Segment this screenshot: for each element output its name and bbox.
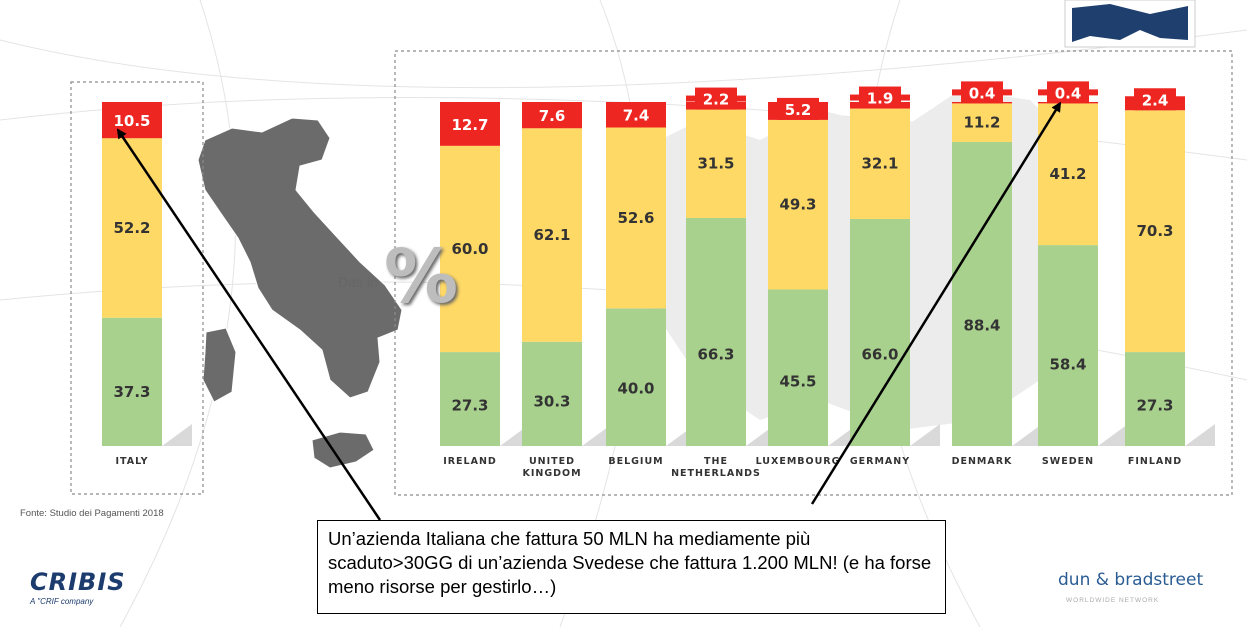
bar-shadow	[1012, 424, 1042, 446]
callout-box: Un’azienda Italiana che fattura 50 MLN h…	[317, 520, 946, 614]
bar-segment	[522, 128, 582, 342]
bar-segment-cap-band	[686, 95, 746, 102]
cribis-logo: CRIBIS	[30, 568, 126, 596]
category-label: ITALY	[115, 456, 148, 467]
bar-shadow	[162, 424, 192, 446]
bar-segment	[952, 141, 1012, 447]
bar-segment	[440, 352, 500, 446]
bar-segment	[1125, 110, 1185, 353]
data-label: 62.1	[533, 226, 570, 244]
bar-segment	[522, 341, 582, 446]
bar-segment	[102, 138, 162, 318]
bar-segment	[768, 119, 828, 290]
data-label: 27.3	[451, 396, 488, 414]
bar-shadow	[582, 424, 612, 446]
bar-segment	[850, 108, 910, 219]
bar-segment	[768, 289, 828, 446]
category-label: LUXEMBOURG	[756, 456, 841, 467]
category-label: IRELAND	[443, 456, 497, 467]
data-label: 49.3	[779, 196, 816, 214]
cribis-logo-subtitle: A "CRIF company	[30, 597, 94, 606]
bar-segment	[606, 127, 666, 309]
bar-segment-cap-band	[850, 94, 910, 101]
category-label: FINLAND	[1128, 456, 1182, 467]
europe-frame	[394, 50, 1233, 496]
bar-segment	[952, 103, 1012, 142]
bar-segment-label-box	[440, 102, 500, 146]
category-label: UNITED KINGDOM	[522, 456, 581, 479]
data-label: 41.2	[1049, 165, 1086, 183]
data-label: 10.5	[113, 112, 150, 130]
data-label: 58.4	[1049, 356, 1086, 374]
bar-segment	[1038, 245, 1098, 446]
bar-shadow	[910, 424, 940, 446]
source-note: Fonte: Studio dei Pagamenti 2018	[20, 508, 164, 519]
data-label: 5.2	[785, 101, 812, 119]
data-label: 27.3	[1136, 396, 1173, 414]
bar-segment	[686, 109, 746, 218]
bar-segment-cap-band	[1038, 89, 1098, 96]
data-label: 37.3	[113, 383, 150, 401]
bars-layer: 37.3 52.2 10.5 ITALY 27.3 60.0 12.7 IRELAND 30.3…	[102, 81, 1215, 479]
data-label: 0.4	[1055, 84, 1082, 102]
bar-segment-cap-band	[952, 89, 1012, 96]
category-label: THE NETHERLANDS	[671, 456, 761, 479]
data-label: 40.0	[617, 380, 654, 398]
bar-segment	[102, 317, 162, 446]
dati-in-watermark: Dati in	[338, 274, 378, 290]
data-label: 1.9	[867, 90, 894, 108]
bar-segment	[606, 308, 666, 446]
annotation-arrow	[116, 128, 382, 521]
data-label: 0.4	[969, 84, 996, 102]
bar-segment-label-box	[102, 102, 162, 139]
data-label: 66.0	[861, 346, 898, 364]
data-label: 30.3	[533, 392, 570, 410]
annotation-arrow	[810, 101, 1062, 505]
data-label: 7.4	[623, 107, 650, 125]
callout-text: Un’azienda Italiana che fattura 50 MLN h…	[328, 528, 932, 597]
data-label: 88.4	[963, 316, 1000, 334]
category-label: GERMANY	[850, 456, 910, 467]
bar-segment	[686, 217, 746, 446]
data-label: 45.5	[779, 373, 816, 391]
data-label: 11.2	[963, 114, 1000, 132]
data-label: 52.2	[113, 219, 150, 237]
data-label: 32.1	[861, 155, 898, 173]
bar-shadow	[1098, 424, 1128, 446]
bar-segment	[1038, 103, 1098, 246]
data-label: 60.0	[451, 240, 488, 258]
bar-shadow	[1185, 424, 1215, 446]
europe-thumbnail-image	[1064, 0, 1196, 48]
data-label: 52.6	[617, 209, 654, 227]
data-label: 7.6	[539, 107, 566, 125]
data-label: 70.3	[1136, 222, 1173, 240]
category-label: SWEDEN	[1042, 456, 1094, 467]
data-label: 12.7	[451, 116, 488, 134]
bar-segment-label-box	[606, 102, 666, 128]
data-label: 2.2	[703, 91, 730, 109]
data-label: 31.5	[697, 155, 734, 173]
data-label: 2.4	[1142, 91, 1169, 109]
bar-segment-cap-band	[1125, 96, 1185, 103]
dun-bradstreet-logo-subtitle: WORLDWIDE NETWORK	[1066, 597, 1160, 604]
category-label: DENMARK	[952, 456, 1013, 467]
bar-segment	[850, 218, 910, 446]
percent-watermark: %	[384, 234, 459, 320]
category-label: BELGIUM	[608, 456, 663, 467]
bar-segment-label-box	[522, 102, 582, 129]
dun-bradstreet-logo: dun & bradstreet	[1058, 570, 1204, 590]
bar-segment	[1125, 352, 1185, 446]
italy-frame	[70, 81, 204, 495]
arrows-layer	[116, 101, 1062, 521]
data-label: 66.3	[697, 345, 734, 363]
bar-segment-cap-band	[768, 105, 828, 112]
bar-segment	[440, 145, 500, 353]
